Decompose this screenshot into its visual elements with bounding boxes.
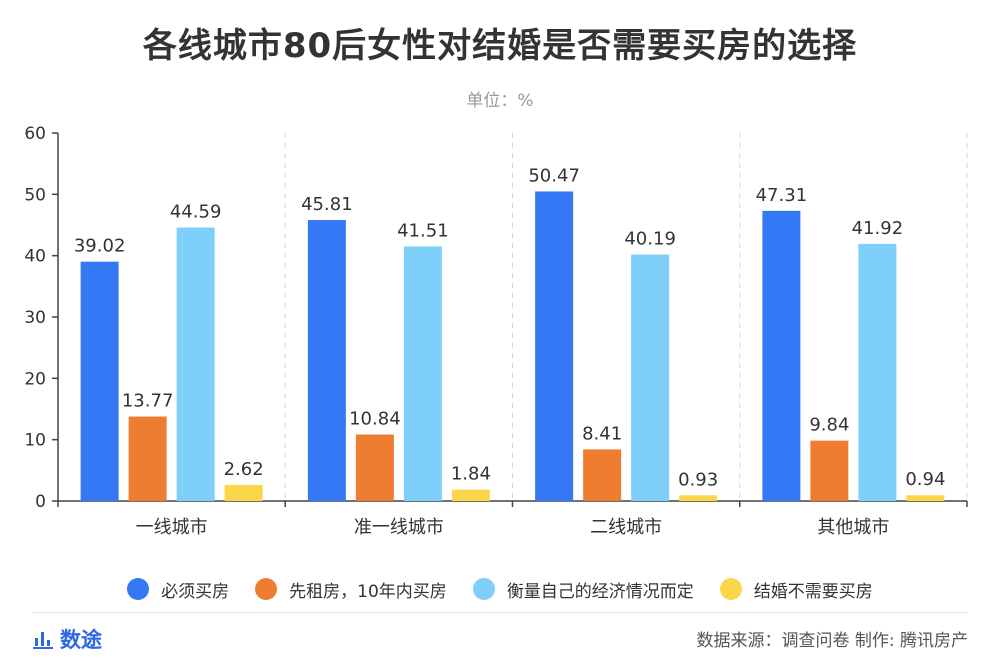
- bar-value-label: 44.59: [170, 202, 222, 223]
- legend-swatch: [472, 578, 495, 600]
- bar: [451, 489, 490, 501]
- bar: [80, 261, 119, 501]
- bar-value-label: 41.51: [397, 220, 449, 241]
- legend-label: 结婚不需要买房: [753, 581, 873, 602]
- bar-value-label: 13.77: [122, 391, 174, 412]
- legend-item: 先租房，10年内买房: [255, 577, 447, 602]
- bar: [403, 246, 442, 501]
- bar-value-label: 47.31: [756, 185, 808, 206]
- x-category-label: 其他城市: [817, 517, 889, 538]
- bar-chart-icon: [33, 632, 53, 649]
- x-category-label: 二线城市: [590, 517, 662, 538]
- bar-value-label: 50.47: [528, 165, 580, 186]
- brand-logo: 数途: [32, 624, 102, 654]
- y-tick-label: 10: [24, 431, 46, 451]
- bar: [224, 484, 263, 501]
- bar-value-label: 0.94: [905, 469, 945, 490]
- x-category-label: 准一线城市: [354, 517, 444, 538]
- bar: [176, 227, 215, 502]
- legend-label: 先租房，10年内买房: [289, 581, 447, 602]
- legend-item: 必须买房: [127, 577, 229, 602]
- bar-value-label: 40.19: [624, 229, 676, 250]
- bar: [355, 434, 394, 501]
- bar-value-label: 39.02: [74, 236, 126, 257]
- brand-name: 数途: [60, 628, 102, 652]
- data-source-credit: 数据来源：调查问卷 制作: 腾讯房产: [696, 631, 968, 651]
- chart-legend: 必须买房 先租房，10年内买房 衡量自己的经济情况而定 结婚不需要买房: [0, 574, 1000, 604]
- bar: [906, 495, 945, 501]
- bar-chart: 0 10 20 30 40 50 60 一线城市 39.02 13.77 44.59 2.62 准一线城…: [24, 124, 968, 538]
- y-tick-label: 40: [24, 247, 46, 267]
- y-tick-label: 30: [24, 308, 46, 328]
- y-tick-label: 0: [35, 492, 46, 512]
- bar-value-label: 0.93: [678, 469, 718, 490]
- bar-value-label: 2.62: [224, 459, 264, 480]
- footer-divider: [32, 612, 968, 613]
- bar-value-label: 41.92: [852, 218, 904, 239]
- bar: [631, 254, 670, 501]
- chart-title: 各线城市80后女性对结婚是否需要买房的选择: [142, 26, 858, 66]
- y-tick-label: 50: [24, 185, 46, 205]
- bar: [307, 220, 346, 502]
- bar-value-label: 1.84: [451, 464, 491, 485]
- bar-value-label: 8.41: [582, 423, 622, 444]
- bar-value-label: 10.84: [349, 409, 401, 430]
- bar: [858, 243, 897, 501]
- y-tick-label: 20: [24, 369, 46, 389]
- bar: [810, 440, 849, 501]
- bar: [583, 449, 622, 501]
- chart-unit-subtitle: 单位：%: [466, 91, 534, 111]
- bar-value-label: 45.81: [301, 194, 353, 215]
- legend-swatch: [255, 578, 278, 600]
- legend-swatch: [719, 578, 742, 600]
- legend-label: 衡量自己的经济情况而定: [506, 581, 694, 602]
- y-tick-label: 60: [24, 124, 46, 144]
- bar: [535, 191, 574, 501]
- legend-item: 结婚不需要买房: [719, 577, 873, 602]
- legend-item: 衡量自己的经济情况而定: [472, 577, 694, 602]
- bar: [679, 495, 718, 501]
- bar: [762, 210, 801, 501]
- legend-swatch: [127, 578, 150, 600]
- bar-value-label: 9.84: [809, 415, 849, 436]
- bar: [128, 416, 167, 501]
- x-category-label: 一线城市: [136, 517, 208, 538]
- legend-label: 必须买房: [161, 581, 230, 602]
